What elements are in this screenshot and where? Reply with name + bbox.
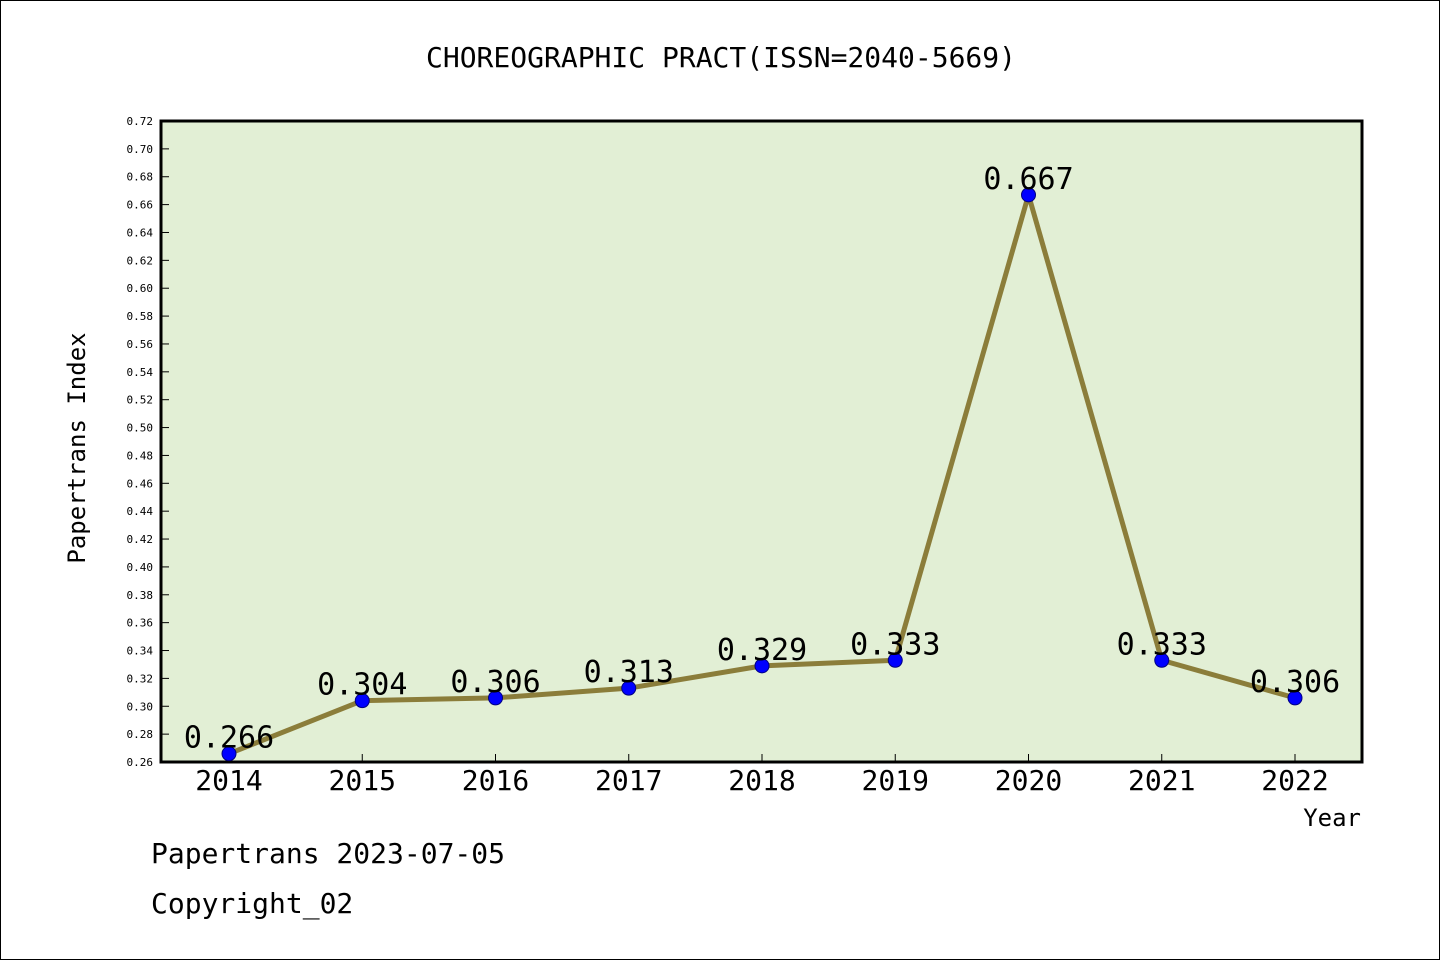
footer-copyright: Copyright_02 (151, 887, 354, 920)
y-tick-label: 0.48 (127, 449, 154, 462)
y-tick-label: 0.70 (127, 143, 154, 156)
data-label: 0.329 (717, 633, 807, 668)
data-point (621, 680, 637, 696)
x-tick-label: 2022 (1261, 764, 1328, 797)
y-axis-label: Papertrans Index (63, 332, 91, 563)
data-point (1021, 187, 1036, 203)
y-tick-label: 0.56 (127, 338, 154, 351)
x-axis: 2014 2015 2016 2017 2018 2019 2020 2021 2022 (195, 754, 1329, 797)
data-label: 0.313 (584, 655, 674, 690)
y-tick-label: 0.30 (127, 700, 154, 713)
data-point (488, 690, 503, 706)
y-tick-label: 0.54 (127, 366, 154, 379)
footer-date: Papertrans 2023-07-05 (151, 837, 506, 870)
data-point (1287, 690, 1303, 706)
data-label: 0.306 (1250, 665, 1340, 700)
y-tick-label: 0.58 (127, 310, 154, 323)
x-tick-label: 2017 (595, 764, 662, 797)
data-label: 0.306 (450, 665, 540, 700)
y-tick-label: 0.40 (127, 561, 154, 574)
x-tick-label: 2016 (462, 764, 529, 797)
y-tick-label: 0.72 (127, 115, 154, 128)
y-tick-label: 0.66 (127, 199, 154, 212)
x-tick-label: 2018 (728, 764, 795, 797)
y-tick-label: 0.62 (127, 254, 154, 267)
x-tick-label: 2021 (1128, 764, 1195, 797)
y-tick-label: 0.64 (127, 226, 154, 239)
x-tick-label: 2014 (195, 764, 262, 797)
y-tick-label: 0.60 (127, 282, 154, 295)
data-point (887, 652, 903, 668)
y-tick-label: 0.38 (127, 589, 154, 602)
y-tick-label: 0.36 (127, 617, 154, 630)
y-tick-label: 0.34 (127, 645, 154, 658)
data-point (221, 746, 237, 762)
y-tick-label: 0.46 (127, 477, 154, 490)
y-tick-label: 0.26 (127, 756, 154, 769)
data-point (1154, 652, 1170, 668)
y-tick-label: 0.44 (127, 505, 154, 518)
chart-title: CHOREOGRAPHIC PRACT(ISSN=2040-5669) (426, 41, 1016, 74)
y-tick-label: 0.28 (127, 728, 154, 741)
data-labels: 0.266 0.304 0.306 0.313 0.329 0.333 0.667 0.333… (184, 162, 1340, 756)
y-tick-label: 0.50 (127, 422, 154, 435)
data-label: 0.333 (850, 627, 940, 662)
data-label: 0.304 (317, 668, 407, 703)
y-axis: 0.26 0.28 0.30 0.32 0.34 0.36 0.38 0.40 0.42 0.44… (127, 115, 169, 769)
data-label: 0.333 (1117, 627, 1207, 662)
data-point (354, 693, 370, 709)
x-tick-label: 2020 (995, 764, 1062, 797)
x-tick-label: 2015 (329, 764, 396, 797)
y-tick-label: 0.68 (127, 171, 154, 184)
x-tick-label: 2019 (862, 764, 929, 797)
data-label: 0.667 (983, 162, 1073, 197)
x-axis-label: Year (1303, 804, 1361, 832)
y-tick-label: 0.52 (127, 394, 154, 407)
y-tick-label: 0.42 (127, 533, 154, 546)
data-label: 0.266 (184, 721, 274, 756)
y-tick-label: 0.32 (127, 672, 154, 685)
data-point (754, 658, 770, 674)
series-markers (221, 187, 1303, 762)
